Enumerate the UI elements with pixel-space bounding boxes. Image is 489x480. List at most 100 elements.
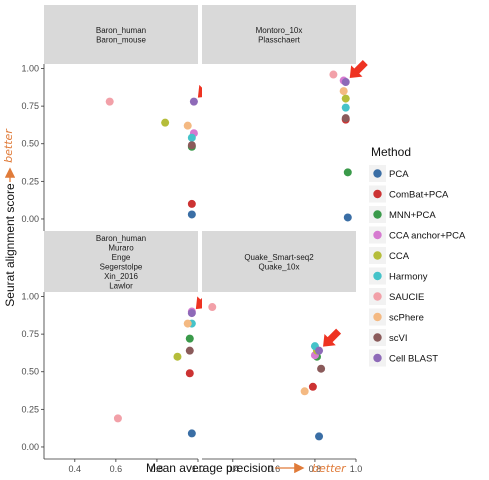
legend-label: CCA [389,251,410,262]
legend-swatch [373,353,382,363]
data-point [339,87,348,96]
y-better-label: better [2,128,15,163]
legend-swatch [373,230,382,240]
data-point [183,121,192,130]
legend-item: scPhere [369,308,424,326]
legend-item: scVI [369,329,407,346]
data-point [315,432,324,441]
legend-label: scPhere [389,313,424,324]
y-tick-label: 1.00 [21,64,39,74]
data-point [187,429,196,438]
x-tick-label: 1.0 [192,464,205,474]
highlight-arrow-icon [323,328,342,347]
y-axis-title: Seurat alignment score [3,183,17,307]
x-tick-label: 0.4 [69,464,82,474]
y-tick-label: 0.25 [21,404,39,414]
plot-area [44,64,198,231]
data-point [113,414,122,423]
facet-strip [202,5,356,64]
data-point [315,346,324,355]
data-point [187,141,196,150]
plot-area [202,64,356,231]
data-point [308,382,317,391]
facet-strip-label: Montoro_10x [256,26,303,35]
legend-item: PCA [369,165,409,182]
facet-strip-label: Baron_human [96,234,146,243]
facet-strip-label: Quake_10x [259,262,300,271]
facet-strip-label: Plasschaert [258,35,301,44]
legend-swatch [373,292,382,301]
facet-strip [44,231,198,292]
legend-swatch [373,271,382,281]
legend-item: SAUCIE [369,288,424,305]
x-tick-label: 0.8 [151,464,164,474]
x-tick-label: 0.8 [309,464,322,474]
plot-area [202,292,356,459]
legend-swatch [373,333,382,342]
data-point [161,118,170,127]
legend-label: ComBat+PCA [389,190,449,201]
facet-strip-label: Baron_mouse [96,35,146,44]
data-point [187,309,196,318]
data-point [187,210,196,219]
legend-label: PCA [389,169,409,180]
data-point [317,364,326,373]
facet-strip-label: Baron_human [96,26,146,35]
legend-swatch [373,210,382,219]
facet-strip-label: Enge [112,253,131,262]
y-tick-label: 0.75 [21,329,39,339]
legend-swatch [373,189,382,199]
facet-strip-label: Segerstolpe [100,262,143,271]
data-point [341,103,350,112]
legend-swatch [373,169,382,178]
plot-area [44,292,198,459]
data-point [185,346,194,355]
data-point [183,319,192,328]
data-point [343,213,352,222]
legend-item: ComBat+PCA [369,185,449,203]
x-tick-label: 1.0 [350,464,363,474]
facet-strip-label: Muraro [108,243,134,252]
legend-swatch [373,312,382,322]
axes: Seurat alignment score better Mean avera… [2,128,347,475]
legend-item: MNN+PCA [369,206,436,223]
data-point [185,369,194,378]
y-tick-label: 0.50 [21,367,39,377]
legend-label: SAUCIE [389,292,424,303]
data-point [300,387,309,396]
x-tick-label: 0.6 [110,464,123,474]
legend-title: Method [371,145,411,159]
data-point [185,334,194,343]
x-tick-label: 0.6 [268,464,281,474]
data-point [341,78,350,87]
legend-label: CCA anchor+PCA [389,231,466,242]
legend-item: CCA anchor+PCA [369,226,466,244]
legend-label: Cell BLAST [389,354,438,365]
facet-strip [202,231,356,292]
data-point [343,168,352,177]
y-tick-label: 0.25 [21,176,39,186]
legend-swatch [373,251,382,260]
data-point [208,303,217,312]
highlight-arrow-icon [349,60,368,79]
facet-strip [44,5,198,64]
facet-strip-label: Quake_Smart-seq2 [244,253,314,262]
x-tick-label: 0.4 [227,464,240,474]
data-point [173,352,182,361]
data-point [189,97,198,106]
data-point [341,114,350,123]
facet-strip-label: Lawlor [109,281,133,290]
legend-label: Harmony [389,272,428,283]
data-point [187,133,196,142]
data-point [329,70,338,79]
facet-panels: Baron_humanBaron_mouse0.000.250.500.751.… [21,5,368,474]
y-tick-label: 0.00 [21,442,39,452]
x-better-label: better [312,462,347,475]
legend-item: CCA [369,247,410,264]
facet-panel: Baron_humanMuraroEngeSegerstolpeXin_2016… [21,231,214,474]
y-tick-label: 0.50 [21,139,39,149]
